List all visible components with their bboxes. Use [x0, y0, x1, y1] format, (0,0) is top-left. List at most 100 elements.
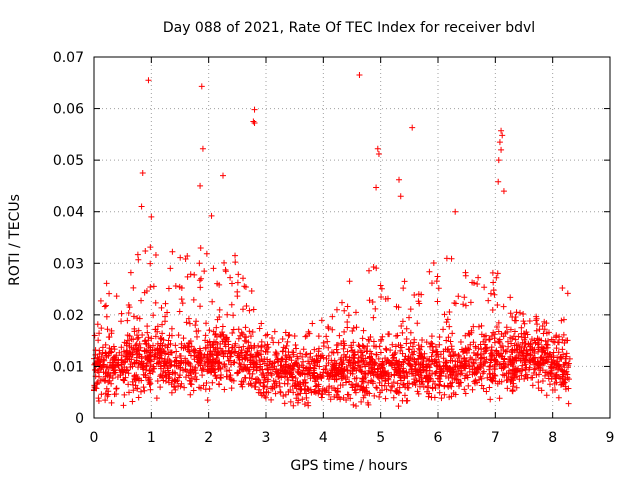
data-point: [96, 330, 103, 337]
data-point: [353, 403, 360, 410]
data-point: [446, 323, 453, 330]
data-point: [518, 355, 525, 362]
data-point: [377, 368, 384, 375]
data-point: [470, 359, 477, 366]
data-point: [502, 348, 509, 355]
data-point: [275, 370, 282, 377]
data-point: [208, 212, 215, 219]
data-point: [258, 356, 265, 363]
data-point: [350, 325, 357, 332]
data-point: [136, 340, 143, 347]
data-point: [246, 307, 253, 314]
data-point: [182, 360, 189, 367]
data-point: [306, 360, 313, 367]
data-point: [469, 366, 476, 373]
data-point: [329, 313, 336, 320]
data-point: [240, 343, 247, 350]
data-point: [392, 349, 399, 356]
data-point: [274, 358, 281, 365]
data-point: [272, 349, 279, 356]
data-point: [134, 251, 141, 258]
data-point: [281, 400, 288, 407]
data-point: [554, 339, 561, 346]
data-point: [182, 366, 189, 373]
data-point: [543, 369, 550, 376]
data-point: [225, 357, 232, 364]
data-point: [282, 329, 289, 336]
data-point: [553, 372, 560, 379]
data-point: [303, 351, 310, 358]
data-point: [547, 351, 554, 358]
data-point: [315, 381, 322, 388]
data-point: [118, 318, 125, 325]
data-point: [541, 349, 548, 356]
data-point: [319, 372, 326, 379]
data-point: [159, 330, 166, 337]
data-point: [103, 280, 110, 287]
data-point: [498, 146, 505, 153]
data-point: [426, 268, 433, 275]
data-point: [328, 349, 335, 356]
data-point: [504, 385, 511, 392]
data-point: [470, 339, 477, 346]
data-point: [198, 83, 205, 90]
data-point: [422, 375, 429, 382]
data-point: [520, 310, 527, 317]
data-point: [187, 360, 194, 367]
data-point: [203, 380, 210, 387]
data-point: [387, 347, 394, 354]
data-point: [112, 366, 119, 373]
data-point: [258, 392, 265, 399]
data-point: [216, 281, 223, 288]
data-point: [305, 399, 312, 406]
x-tick-label: 2: [204, 430, 213, 446]
data-point: [187, 369, 194, 376]
data-point: [532, 365, 539, 372]
data-point: [105, 388, 112, 395]
data-point: [474, 364, 481, 371]
data-point: [325, 325, 332, 332]
data-point: [158, 336, 165, 343]
data-point: [158, 304, 165, 311]
data-point: [500, 360, 507, 367]
data-point: [458, 370, 465, 377]
data-point: [329, 326, 336, 333]
data-point: [97, 366, 104, 373]
y-tick-label: 0.02: [53, 308, 84, 324]
data-point: [243, 334, 250, 341]
data-point: [239, 383, 246, 390]
data-point: [182, 256, 189, 263]
data-point: [464, 374, 471, 381]
data-point: [147, 260, 154, 267]
data-point: [192, 376, 199, 383]
data-point: [178, 357, 185, 364]
data-point: [197, 303, 204, 310]
data-point: [288, 366, 295, 373]
data-point: [360, 343, 367, 350]
data-point: [398, 322, 405, 329]
data-point: [397, 347, 404, 354]
chart-title: Day 088 of 2021, Rate Of TEC Index for r…: [163, 20, 535, 36]
data-point: [537, 357, 544, 364]
data-point: [341, 342, 348, 349]
data-point: [172, 283, 179, 290]
data-point: [113, 385, 120, 392]
data-point: [517, 349, 524, 356]
data-point: [152, 251, 159, 258]
data-point: [315, 333, 322, 340]
data-point: [232, 259, 239, 266]
data-point: [133, 347, 140, 354]
data-point: [356, 366, 363, 373]
data-point: [535, 371, 542, 378]
data-point: [251, 353, 258, 360]
data-point: [360, 394, 367, 401]
data-point: [355, 342, 362, 349]
data-point: [261, 374, 268, 381]
data-point: [507, 310, 514, 317]
data-point: [177, 254, 184, 261]
data-point: [560, 316, 567, 323]
data-point: [559, 346, 566, 353]
data-point: [486, 384, 493, 391]
data-point: [118, 310, 125, 317]
data-point: [297, 371, 304, 378]
